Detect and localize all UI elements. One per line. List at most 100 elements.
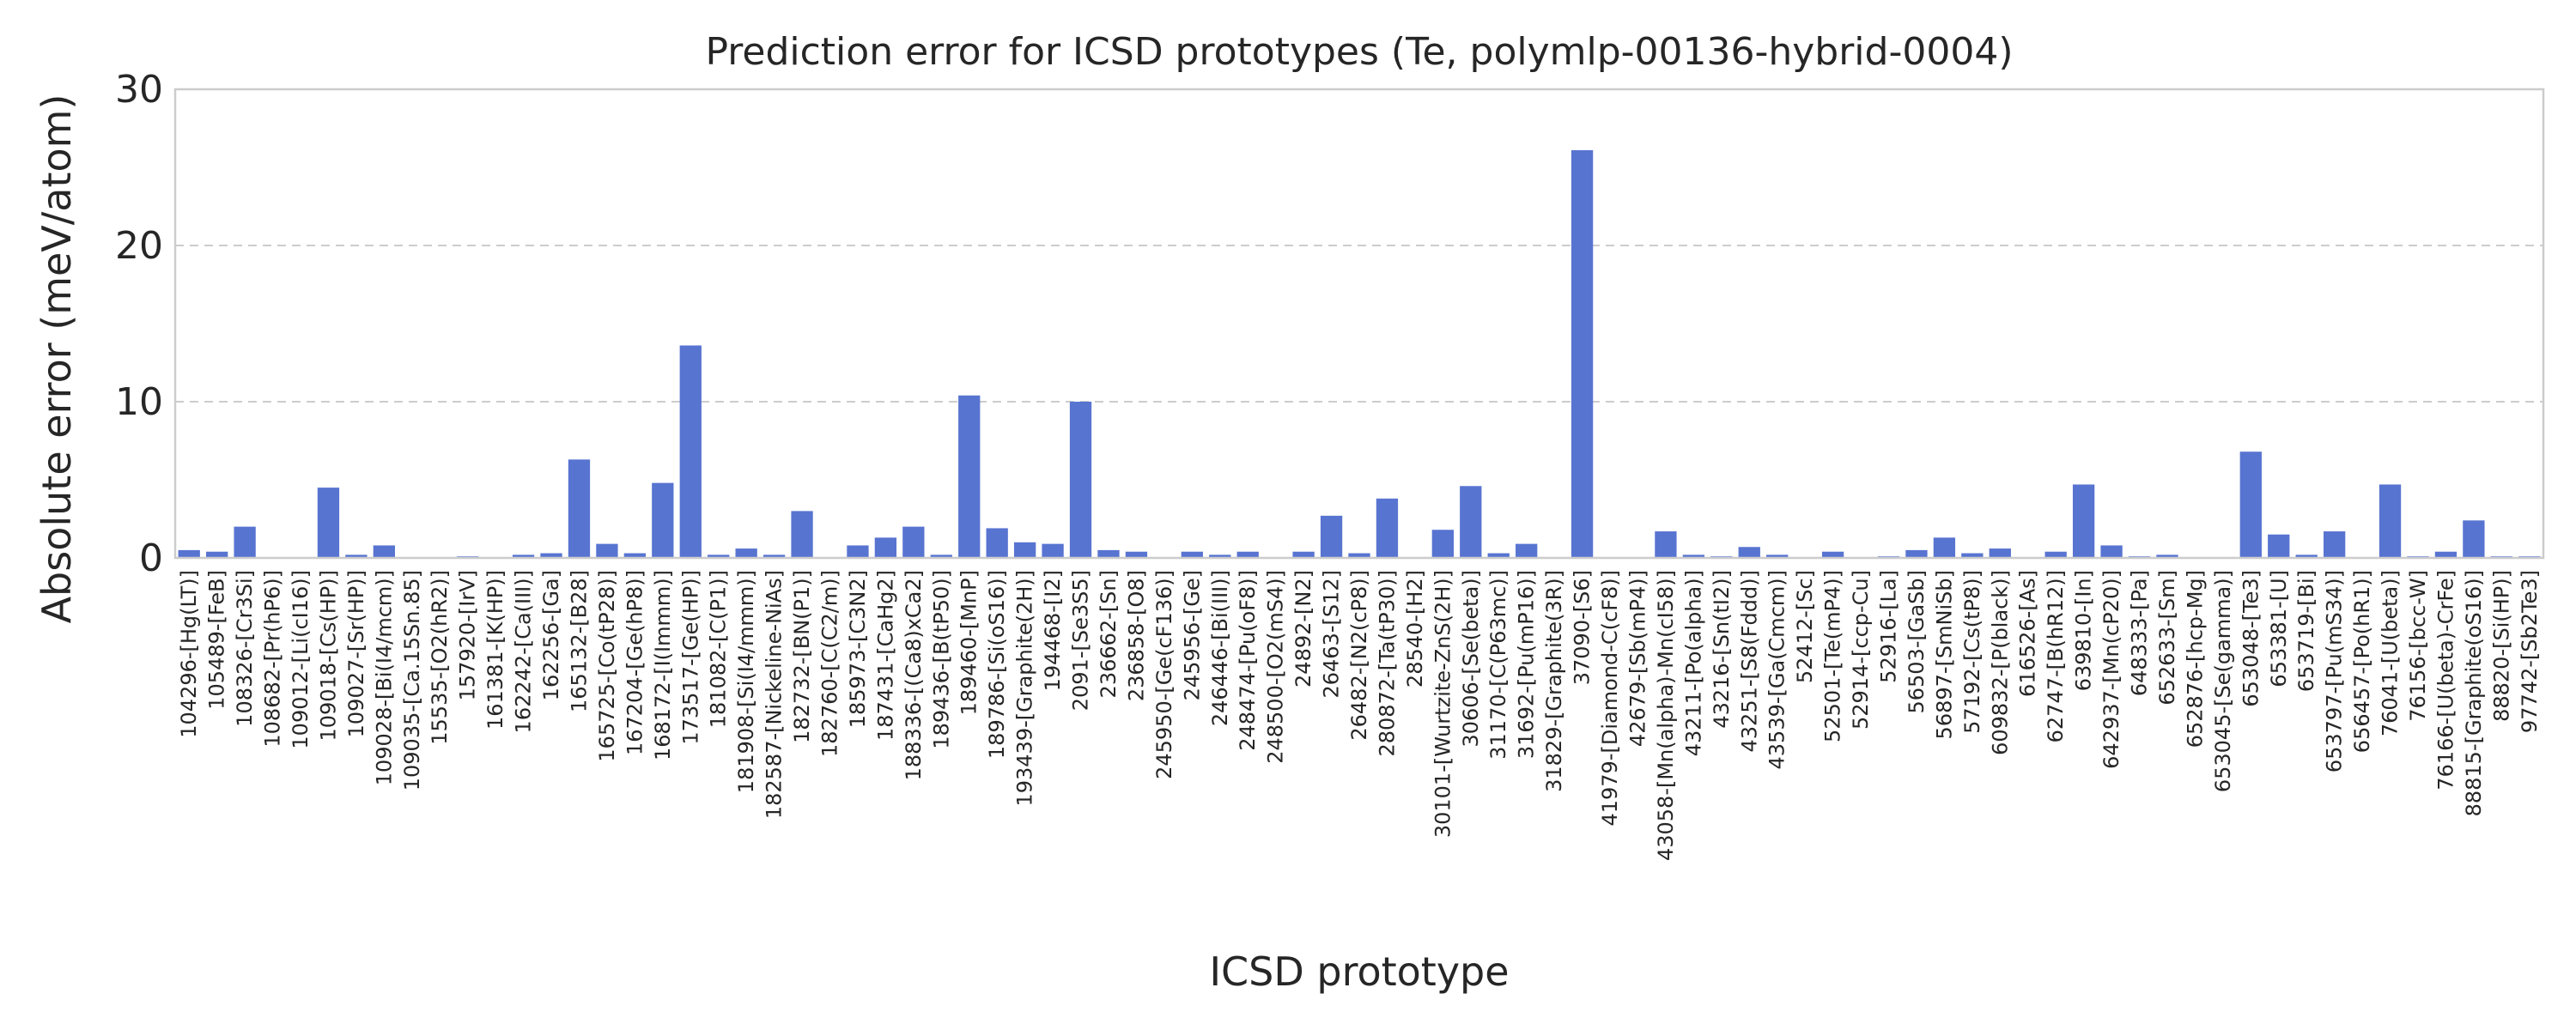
- x-tick-label: 56503-[GaSb]: [1905, 570, 1929, 714]
- x-tick-label: 108682-[Pr(hP6)]: [261, 570, 285, 748]
- x-tick-label: 245956-[Ge]: [1180, 570, 1204, 700]
- x-tick-label: 2091-[Se3S5]: [1069, 570, 1093, 711]
- bar: [2379, 484, 2402, 558]
- bar: [2323, 531, 2346, 558]
- bar: [345, 554, 368, 558]
- x-tick-label: 97742-[Sb2Te3]: [2518, 570, 2542, 733]
- x-tick-label: 194468-[I2]: [1041, 570, 1065, 691]
- y-tick-label: 20: [115, 224, 163, 268]
- bar: [2434, 551, 2458, 558]
- x-tick-label: 189460-[MnP]: [957, 570, 981, 715]
- bar: [847, 545, 869, 558]
- x-tick-label: 42679-[Sb(mP4)]: [1625, 570, 1649, 747]
- x-tick-label: 167204-[Ge(hP8)]: [623, 570, 647, 755]
- bar-series: [178, 149, 2541, 559]
- x-tick-label: 109035-[Ca.15Sn.85]: [400, 570, 424, 791]
- x-tick-label: 639810-[In]: [2072, 570, 2096, 691]
- x-tick-label: 181082-[C(P1)]: [707, 570, 731, 728]
- bar: [1431, 530, 1454, 558]
- x-axis-label: ICSD prototype: [1209, 948, 1509, 995]
- x-tick-label: 173517-[Ge(HP)]: [678, 570, 702, 745]
- bar: [902, 526, 925, 558]
- bar: [2100, 545, 2123, 558]
- bar: [958, 395, 981, 558]
- x-tick-label: 43539-[Ga(Cmcm)]: [1765, 570, 1789, 769]
- bar: [1320, 515, 1343, 558]
- bar: [1738, 547, 1760, 558]
- x-tick-label: 162242-[Ca(III)]: [512, 570, 536, 733]
- bar: [512, 554, 535, 558]
- bar: [1961, 553, 1984, 558]
- bar: [1933, 537, 1956, 558]
- bar: [1042, 543, 1064, 558]
- x-tick-label: 76041-[U(beta)]: [2379, 570, 2403, 736]
- bar: [1013, 542, 1036, 558]
- x-tick-label: 52501-[Te(mP4)]: [1821, 570, 1845, 742]
- x-tick-label: 88815-[Graphite(oS16)]: [2462, 570, 2486, 816]
- bar: [1682, 554, 1705, 558]
- y-axis-ticks: 0 10 20 30: [115, 68, 163, 580]
- x-tick-label: 26482-[N2(cP8)]: [1347, 570, 1371, 741]
- x-tick-label: 653048-[Te3]: [2239, 570, 2263, 707]
- bar: [1097, 549, 1120, 558]
- x-tick-label: 43216-[Sn(tI2)]: [1710, 570, 1734, 729]
- y-tick-label: 10: [115, 380, 163, 424]
- bar: [1376, 498, 1399, 558]
- bar: [1821, 551, 1844, 558]
- x-tick-label: 43251-[S8(Fddd)]: [1737, 570, 1761, 752]
- bar: [2072, 484, 2095, 558]
- x-tick-label: 185973-[C3N2]: [846, 570, 870, 728]
- bar: [1460, 486, 1482, 558]
- x-tick-label: 161381-[K(HP)]: [483, 570, 507, 730]
- x-tick-label: 108326-[Cr3Si]: [233, 570, 257, 727]
- x-tick-label: 236858-[O8]: [1124, 570, 1148, 701]
- x-tick-label: 109018-[Cs(HP)]: [316, 570, 340, 742]
- x-tick-label: 652633-[Sm]: [2155, 570, 2179, 706]
- x-axis-ticks: 104296-[Hg(LT)] 105489-[FeB] 108326-[Cr3Si…: [177, 570, 2542, 861]
- x-tick-label: 616526-[As]: [2016, 570, 2040, 697]
- x-tick-label: 653719-[Bi]: [2294, 570, 2318, 692]
- x-tick-label: 189786-[Si(oS16)]: [985, 570, 1009, 759]
- bar: [540, 553, 562, 558]
- bar: [596, 543, 618, 558]
- bar: [623, 553, 647, 558]
- x-tick-label: 182587-[Nickeline-NiAs]: [762, 570, 787, 819]
- x-tick-label: 280872-[Ta(tP30)]: [1375, 570, 1399, 757]
- bar: [1989, 548, 2011, 558]
- x-tick-label: 193439-[Graphite(2H)]: [1013, 570, 1037, 807]
- x-tick-label: 52914-[ccp-Cu]: [1849, 570, 1873, 730]
- bar: [2239, 451, 2262, 558]
- x-tick-label: 52916-[La]: [1876, 570, 1900, 683]
- y-tick-label: 0: [139, 536, 163, 580]
- bar: [1181, 551, 1203, 558]
- x-tick-label: 28540-[H2]: [1403, 570, 1427, 688]
- x-tick-label: 88820-[Si(HP)]: [2489, 570, 2513, 722]
- bar: [373, 545, 396, 558]
- x-tick-label: 168172-[I(Immm)]: [651, 570, 675, 760]
- bar: [1487, 553, 1510, 558]
- x-tick-label: 41979-[Diamond-C(cF8)]: [1598, 570, 1622, 827]
- x-tick-label: 181908-[Si(I4/mmm)]: [734, 570, 758, 793]
- bar: [652, 482, 674, 558]
- x-tick-label: 248474-[Pu(oF8)]: [1236, 570, 1260, 751]
- x-tick-label: 109012-[Li(cI16)]: [289, 570, 313, 749]
- x-tick-label: 26463-[S12]: [1320, 570, 1344, 699]
- x-tick-label: 189436-[B(tP50)]: [929, 570, 953, 749]
- bar: [1516, 543, 1538, 558]
- x-tick-label: 31829-[Graphite(3R)]: [1542, 570, 1566, 792]
- x-tick-label: 109027-[Sr(HP)]: [344, 570, 368, 737]
- x-tick-label: 609832-[P(black)]: [1988, 570, 2012, 755]
- x-tick-label: 246446-[Bi(III)]: [1208, 570, 1232, 726]
- bar: [568, 459, 591, 558]
- x-tick-label: 157920-[IrV]: [456, 570, 480, 700]
- bar: [317, 488, 340, 558]
- x-tick-label: 62747-[B(hR12)]: [2044, 570, 2068, 742]
- x-tick-label: 31170-[C(P63mc)]: [1486, 570, 1510, 760]
- bar: [2044, 551, 2067, 558]
- x-tick-label: 56897-[SmNiSb]: [1932, 570, 1956, 739]
- x-tick-label: 187431-[CaHg2]: [873, 570, 897, 741]
- bar: [735, 548, 757, 558]
- y-tick-label: 30: [115, 68, 163, 112]
